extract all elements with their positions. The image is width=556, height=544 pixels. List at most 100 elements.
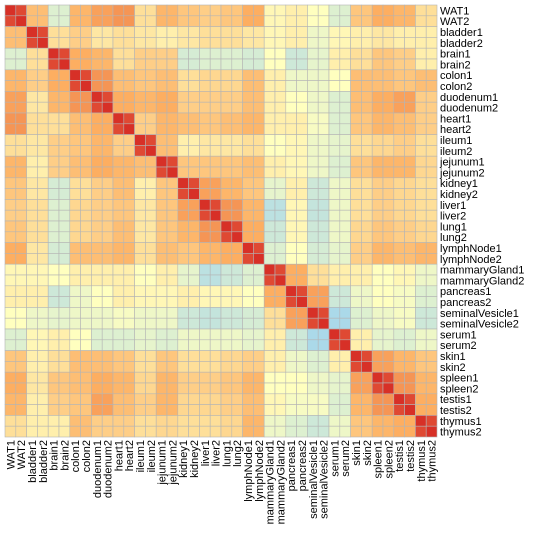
heatmap-cell <box>123 307 135 319</box>
heatmap-cell <box>382 58 395 71</box>
heatmap-cell <box>307 231 319 243</box>
heatmap-cell <box>296 177 308 189</box>
heatmap-cell <box>101 263 114 276</box>
heatmap-cell <box>101 155 114 168</box>
heatmap-cell <box>361 112 373 125</box>
heatmap-cell <box>361 134 373 146</box>
heatmap-cell <box>350 188 362 200</box>
heatmap-cell <box>26 47 38 60</box>
column-label: spleen2 <box>383 440 395 479</box>
heatmap-cell <box>296 339 308 351</box>
heatmap-cell <box>242 263 254 276</box>
heatmap-cell <box>328 263 341 276</box>
heatmap-cell <box>425 188 438 200</box>
heatmap-cell <box>15 371 27 384</box>
heatmap-cell <box>80 253 92 265</box>
heatmap-cell <box>263 123 276 135</box>
heatmap-cell <box>69 253 81 265</box>
heatmap-cell <box>112 4 125 17</box>
heatmap-cell <box>101 253 114 265</box>
heatmap-cell <box>123 15 135 27</box>
heatmap-cell <box>26 58 38 71</box>
heatmap-cell <box>307 15 319 27</box>
heatmap-cell <box>425 69 438 81</box>
heatmap-cell <box>101 134 114 146</box>
heatmap-cell <box>123 382 135 395</box>
heatmap-cell <box>231 199 243 211</box>
heatmap-cell <box>134 199 146 211</box>
heatmap-cell <box>155 415 168 427</box>
heatmap-cell <box>123 47 135 60</box>
heatmap-cell <box>134 166 146 179</box>
heatmap-cell <box>145 37 157 49</box>
heatmap-cell <box>177 209 189 222</box>
heatmap-cell <box>285 155 297 168</box>
heatmap-cell <box>393 58 405 71</box>
heatmap-cell <box>350 263 362 276</box>
heatmap-cell <box>231 58 243 71</box>
heatmap-cell <box>209 134 222 146</box>
heatmap-cell <box>415 177 427 189</box>
heatmap-cell <box>209 371 222 384</box>
row-label: thymus2 <box>440 427 482 439</box>
heatmap-cell <box>134 91 146 103</box>
heatmap-cell <box>209 155 222 168</box>
heatmap-cell <box>47 123 60 135</box>
heatmap-cell <box>145 80 157 92</box>
heatmap-cell <box>134 415 146 427</box>
heatmap-cell <box>350 371 362 384</box>
heatmap-cell <box>166 274 179 287</box>
heatmap-cell <box>339 382 351 395</box>
heatmap-cell <box>80 134 92 146</box>
heatmap-cell <box>253 47 265 60</box>
heatmap-cell <box>231 317 243 330</box>
heatmap-cell <box>80 199 92 211</box>
heatmap-cell <box>307 296 319 308</box>
heatmap-cell <box>371 415 384 427</box>
heatmap-cell <box>26 415 38 427</box>
heatmap-cell <box>177 166 189 179</box>
heatmap-cell <box>47 253 60 265</box>
heatmap-cell <box>285 350 297 362</box>
heatmap-cell <box>112 296 125 308</box>
heatmap-cell <box>37 112 49 125</box>
heatmap-cell <box>4 231 17 243</box>
heatmap-cell <box>231 188 243 200</box>
heatmap-cell <box>188 285 200 297</box>
heatmap-cell <box>242 253 254 265</box>
heatmap-cell <box>155 328 168 341</box>
heatmap-cell <box>307 328 319 341</box>
heatmap-cell <box>231 328 243 341</box>
heatmap-cell <box>350 155 362 168</box>
heatmap-cell <box>4 404 17 416</box>
heatmap-cell <box>382 253 395 265</box>
heatmap-cell <box>15 199 27 211</box>
heatmap-cell <box>415 253 427 265</box>
heatmap-cell <box>199 415 211 427</box>
heatmap-cell <box>382 91 395 103</box>
heatmap-cell <box>101 328 114 341</box>
heatmap-cell <box>339 404 351 416</box>
heatmap-cell <box>91 253 103 265</box>
heatmap-cell <box>404 155 416 168</box>
heatmap-cell <box>242 274 254 287</box>
heatmap-cell <box>166 296 179 308</box>
heatmap-cell <box>285 188 297 200</box>
heatmap-cell <box>112 47 125 60</box>
heatmap-cell <box>371 69 384 81</box>
heatmap-cell <box>199 15 211 27</box>
heatmap-cell <box>188 307 200 319</box>
heatmap-cell <box>166 242 179 254</box>
heatmap-cell <box>231 177 243 189</box>
heatmap-cell <box>166 4 179 17</box>
heatmap-cell <box>145 220 157 233</box>
heatmap-cell <box>101 350 114 362</box>
heatmap-cell <box>382 231 395 243</box>
heatmap-cell <box>134 58 146 71</box>
heatmap-cell <box>253 371 265 384</box>
heatmap-cell <box>404 361 416 373</box>
heatmap-cell <box>350 328 362 341</box>
heatmap-cell <box>69 317 81 330</box>
heatmap-cell <box>285 145 297 157</box>
heatmap-cell <box>199 58 211 71</box>
